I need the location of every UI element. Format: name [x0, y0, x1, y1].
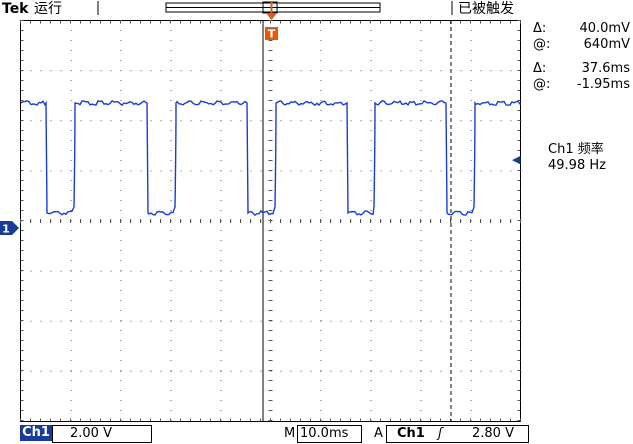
timebase-label: M	[284, 426, 296, 441]
delta-v-label: Δ:	[533, 21, 547, 36]
trigger-source: Ch1	[397, 426, 425, 441]
trigger-level-value: 2.80 V	[472, 426, 514, 441]
at-t-value: -1.95ms	[576, 77, 630, 92]
status-bar: Tek 运行 已被触发	[0, 0, 633, 18]
ch1-channel-badge[interactable]: Ch1	[20, 425, 52, 441]
brand-label: Tek	[2, 1, 29, 17]
trigger-slope-icon: ʃ	[438, 426, 443, 441]
timebase-box[interactable]	[297, 425, 362, 443]
delta-v-value: 40.0mV	[579, 21, 630, 36]
trigger-state-label: 已被触发	[458, 1, 514, 17]
at-t-label: @:	[533, 77, 551, 92]
trigger-level-arrow: ◀	[512, 153, 521, 166]
trigger-position-marker	[265, 2, 278, 40]
at-v-label: @:	[533, 37, 551, 52]
trigger-mode-label: A	[374, 426, 383, 441]
ch1-ground-label: 1	[2, 223, 10, 236]
trigger-settings-box[interactable]	[386, 425, 529, 443]
at-v-value: 640mV	[583, 37, 630, 52]
volts-div-box[interactable]	[52, 425, 152, 443]
run-state-label: 运行	[34, 1, 62, 17]
graticule-grid	[20, 20, 522, 422]
volts-div-value: 2.00 V	[70, 426, 112, 441]
delta-t-label: Δ:	[533, 61, 547, 76]
timebase-value: 10.0ms	[300, 426, 349, 441]
delta-t-value: 37.6ms	[581, 61, 630, 76]
ch1-ground-marker	[0, 221, 19, 235]
freq-value: 49.98 Hz	[548, 158, 606, 173]
trigger-position-letter: T	[268, 28, 276, 41]
freq-label: Ch1 频率	[548, 142, 604, 157]
record-window-indicator	[165, 1, 381, 14]
ch1-waveform	[20, 99, 522, 217]
